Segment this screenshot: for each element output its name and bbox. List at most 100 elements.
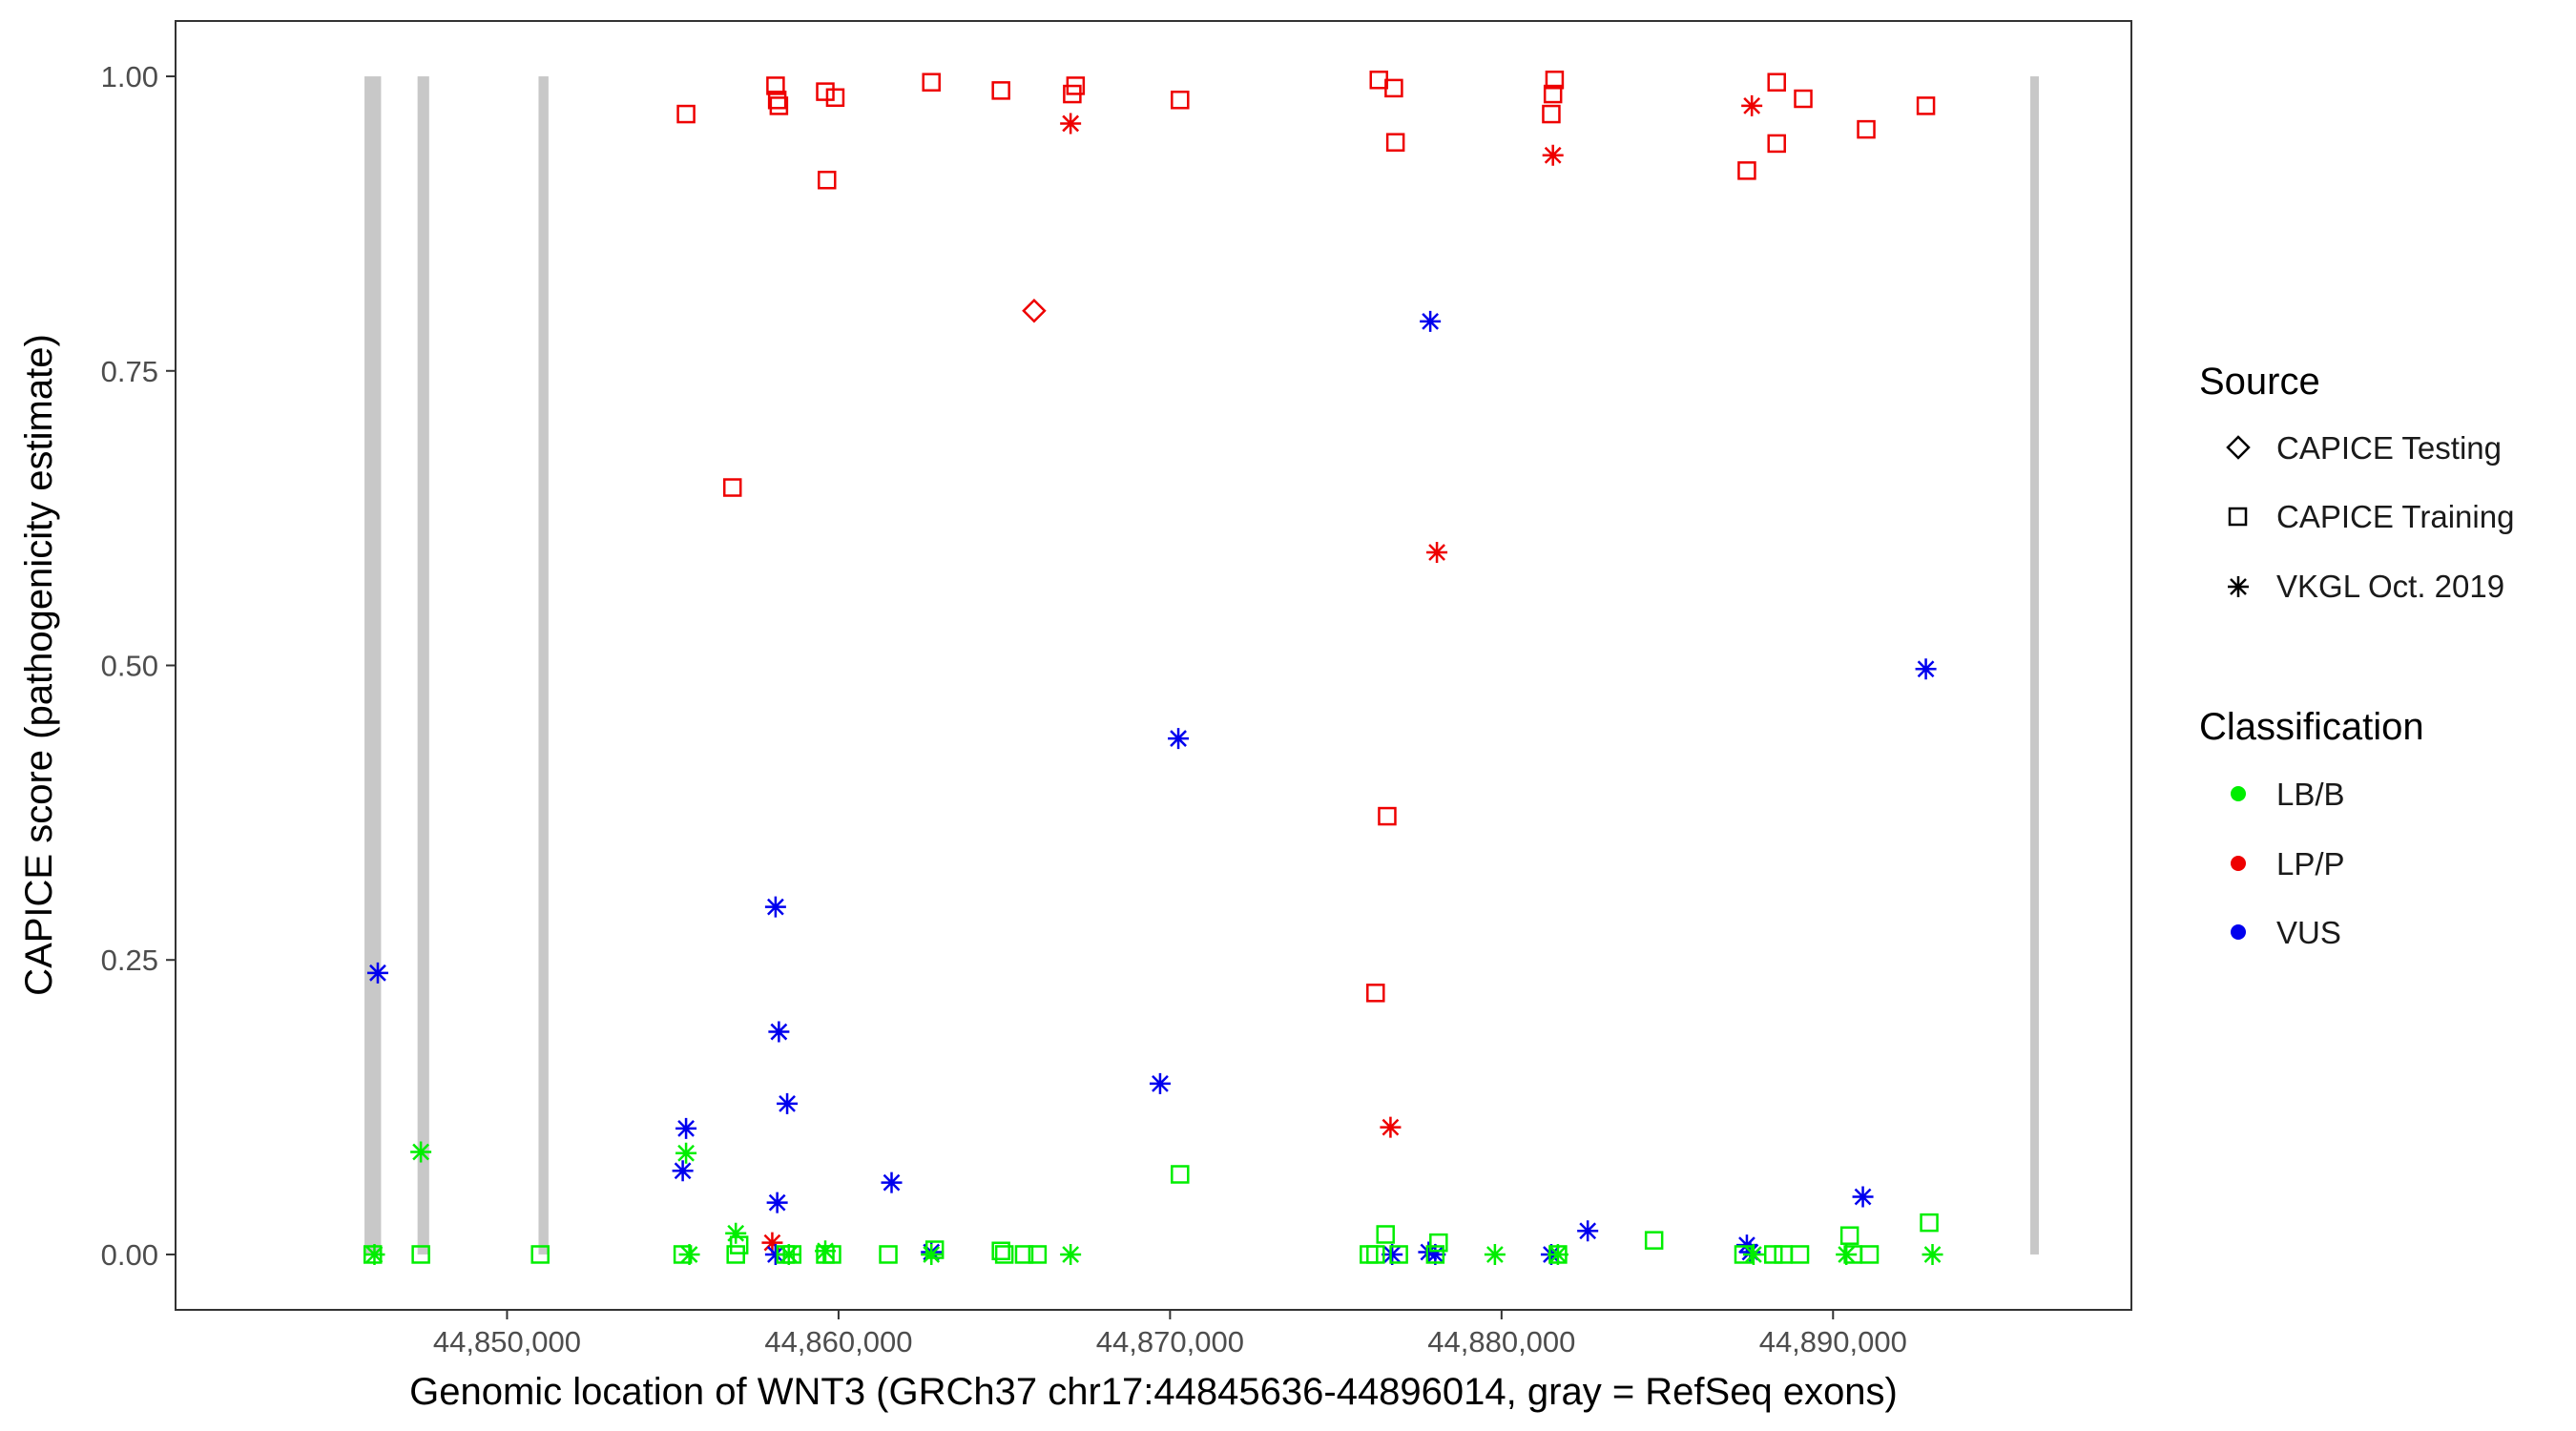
- data-point-lb-b-square: [1014, 1245, 1034, 1264]
- data-point-lp-p-square: [825, 88, 845, 108]
- y-tick-label: 1.00: [101, 60, 158, 93]
- x-tick-label: 44,860,000: [764, 1325, 912, 1358]
- legend-classification-title: Classification: [2199, 706, 2424, 748]
- legend-item-capice-testing: CAPICE Testing: [2226, 430, 2502, 466]
- diamond-marker-icon: [2226, 435, 2251, 460]
- data-point-lp-p-square: [1542, 104, 1561, 124]
- data-point-lb-b-asterisk: [815, 1240, 837, 1262]
- legend-item-vkgl: VKGL Oct. 2019: [2228, 569, 2504, 604]
- data-point-lb-b-asterisk: [675, 1142, 697, 1164]
- data-point-vus-asterisk: [1424, 1243, 1446, 1265]
- data-point-lp-p-square: [769, 96, 789, 115]
- data-point-lb-b-square: [411, 1245, 430, 1264]
- data-point-vus-asterisk: [1149, 1072, 1171, 1094]
- legend-source-title: Source: [2199, 361, 2320, 403]
- legend-item-lb-b: LB/B: [2231, 777, 2345, 812]
- data-point-lb-b-square: [1429, 1233, 1448, 1253]
- data-point-lb-b-asterisk: [1922, 1243, 1943, 1265]
- data-point-vus-asterisk: [366, 962, 388, 984]
- legend-item-lp-p: LP/P: [2231, 846, 2345, 881]
- x-tick-label: 44,890,000: [1759, 1325, 1907, 1358]
- x-axis-label: Genomic location of WNT3 (GRCh37 chr17:4…: [409, 1371, 1898, 1413]
- data-point-lp-p-square: [722, 478, 742, 497]
- asterisk-marker-icon: [2228, 576, 2249, 597]
- data-point-lp-p-square: [1378, 806, 1397, 826]
- square-marker-icon: [2228, 507, 2248, 527]
- data-point-vus-asterisk: [672, 1160, 694, 1182]
- data-point-lb-b-asterisk: [678, 1243, 700, 1265]
- data-point-lb-b-square: [1171, 1165, 1190, 1184]
- data-point-lp-p-square: [1767, 73, 1786, 92]
- data-point-lb-b-square: [1389, 1245, 1408, 1264]
- data-point-lb-b-square: [1366, 1245, 1385, 1264]
- data-point-vus-asterisk: [1915, 658, 1937, 680]
- exons-layer: [364, 76, 2040, 1255]
- data-point-lp-p-square: [816, 82, 835, 101]
- legend-label-lb-b: LB/B: [2276, 777, 2345, 812]
- data-point-lp-p-square: [1857, 119, 1876, 139]
- data-point-lb-b-square: [1859, 1245, 1880, 1264]
- data-point-lp-p-square: [1366, 984, 1385, 1003]
- data-point-vus-asterisk: [1168, 728, 1190, 750]
- data-point-vus-asterisk: [1381, 1243, 1403, 1265]
- legend-classification: Classification LB/B LP/P VUS: [2199, 706, 2424, 950]
- data-point-lb-b-asterisk: [364, 1243, 385, 1265]
- exon-band: [2030, 76, 2040, 1255]
- data-point-lb-b-asterisk: [778, 1243, 800, 1265]
- legend-label-capice-testing: CAPICE Testing: [2276, 430, 2502, 466]
- data-point-vus-asterisk: [777, 1092, 799, 1114]
- y-tick-label: 0.50: [101, 650, 158, 683]
- data-point-lb-b-asterisk: [410, 1141, 432, 1163]
- exon-band: [364, 76, 382, 1255]
- data-point-lb-b-square: [991, 1241, 1010, 1261]
- data-point-lb-b-asterisk: [1060, 1243, 1082, 1265]
- data-point-vus-asterisk: [1577, 1220, 1599, 1242]
- data-point-lp-p-square: [1916, 96, 1936, 115]
- data-point-lb-b-square: [1028, 1245, 1048, 1264]
- data-point-lp-p-square: [922, 73, 941, 92]
- data-point-lp-p-square: [1737, 161, 1756, 180]
- y-axis: 0.00 0.25 0.50 0.75 1.00: [101, 60, 176, 1272]
- data-point-lp-p-square: [766, 76, 785, 95]
- x-tick-label: 44,850,000: [433, 1325, 581, 1358]
- y-axis-label: CAPICE score (pathogenicity estimate): [18, 334, 60, 996]
- data-point-vus-asterisk: [1735, 1234, 1757, 1256]
- data-point-lb-b-square: [1839, 1226, 1859, 1245]
- data-point-lb-b-asterisk: [1742, 1243, 1764, 1265]
- data-point-vus-asterisk: [766, 1192, 788, 1213]
- data-point-lb-b-asterisk: [725, 1222, 747, 1244]
- data-point-lb-b-square: [1425, 1245, 1445, 1264]
- data-point-lp-p-asterisk: [1741, 94, 1763, 116]
- legend-label-vus: VUS: [2276, 915, 2341, 950]
- data-point-lp-p-square: [767, 90, 787, 110]
- data-point-lp-p-square: [1543, 84, 1563, 104]
- y-tick-label: 0.25: [101, 944, 158, 977]
- lb-b-dot-icon: [2231, 786, 2246, 801]
- x-tick-label: 44,870,000: [1096, 1325, 1244, 1358]
- exon-band: [538, 76, 549, 1255]
- data-point-lp-p-square: [676, 104, 696, 124]
- data-point-lb-b-square: [879, 1245, 898, 1264]
- y-tick-label: 0.75: [101, 355, 158, 388]
- x-axis: 44,850,000 44,860,000 44,870,000 44,880,000…: [433, 1310, 1907, 1358]
- vus-dot-icon: [2231, 924, 2246, 940]
- data-point-lb-b-square: [530, 1245, 550, 1264]
- data-point-lb-b-asterisk: [921, 1243, 943, 1265]
- data-point-vus-asterisk: [881, 1172, 903, 1193]
- data-point-vus-asterisk: [764, 1243, 786, 1265]
- data-point-vus-asterisk: [1420, 310, 1442, 332]
- legend-item-vus: VUS: [2231, 915, 2341, 950]
- data-point-lb-b-square: [994, 1245, 1014, 1264]
- data-point-lp-p-asterisk: [761, 1232, 783, 1254]
- data-point-vus-asterisk: [1418, 1241, 1440, 1263]
- data-point-lp-p-asterisk: [1380, 1116, 1402, 1138]
- data-point-vus-asterisk: [764, 896, 786, 918]
- data-point-lp-p-square: [1385, 133, 1405, 152]
- data-point-lb-b-square: [1644, 1231, 1664, 1250]
- data-point-lp-p-square: [1794, 89, 1813, 109]
- lp-p-dot-icon: [2231, 856, 2246, 871]
- data-point-lb-b-square: [726, 1245, 745, 1264]
- data-point-lp-p-asterisk: [1542, 144, 1564, 166]
